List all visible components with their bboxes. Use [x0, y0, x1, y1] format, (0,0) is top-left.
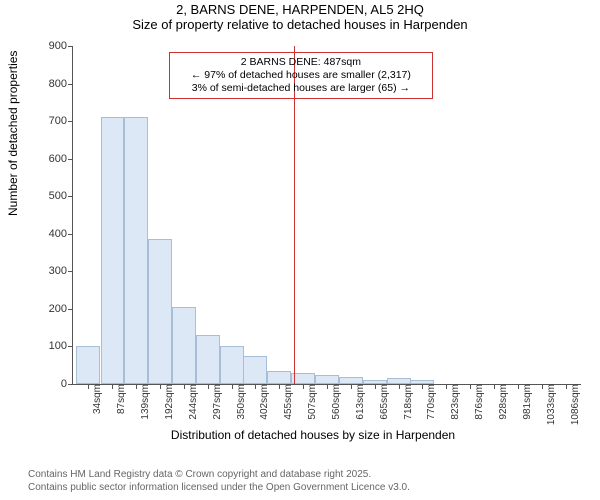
histogram-bar [243, 356, 267, 384]
x-tick-label: 87sqm [112, 384, 127, 414]
histogram-chart: Number of detached properties 0100200300… [42, 46, 584, 426]
y-axis-label: Number of detached properties [6, 51, 20, 216]
x-tick-label: 1033sqm [542, 384, 557, 425]
x-tick-label: 718sqm [399, 384, 414, 420]
histogram-bar [339, 377, 363, 385]
x-tick-label: 192sqm [160, 384, 175, 420]
y-tick [68, 384, 73, 385]
histogram-bar [315, 375, 339, 384]
footer-line-1: Contains HM Land Registry data © Crown c… [28, 469, 410, 482]
annotation-line-2: ← 97% of detached houses are smaller (2,… [176, 69, 426, 82]
x-tick-label: 981sqm [518, 384, 533, 420]
x-tick-label: 34sqm [88, 384, 103, 414]
y-tick [68, 346, 73, 347]
page-title-2: Size of property relative to detached ho… [0, 17, 600, 32]
x-tick-label: 402sqm [255, 384, 270, 420]
x-tick-label: 1086sqm [566, 384, 581, 425]
histogram-bar [124, 117, 148, 384]
x-axis-label: Distribution of detached houses by size … [42, 428, 584, 454]
y-tick [68, 159, 73, 160]
x-tick-label: 823sqm [446, 384, 461, 420]
plot-area: 010020030040050060070080090034sqm87sqm13… [72, 46, 581, 385]
annotation-line-3: 3% of semi-detached houses are larger (6… [176, 82, 426, 95]
x-tick-label: 560sqm [327, 384, 342, 420]
x-tick-label: 244sqm [184, 384, 199, 420]
histogram-bar [148, 239, 172, 384]
annotation-line-1: 2 BARNS DENE: 487sqm [176, 56, 426, 69]
histogram-bar [267, 371, 291, 384]
y-tick [68, 46, 73, 47]
histogram-bar [220, 346, 244, 384]
histogram-bar [172, 307, 196, 384]
page-title-1: 2, BARNS DENE, HARPENDEN, AL5 2HQ [0, 2, 600, 17]
attribution-footer: Contains HM Land Registry data © Crown c… [28, 469, 410, 494]
y-tick [68, 121, 73, 122]
x-tick-label: 613sqm [351, 384, 366, 420]
x-tick-label: 455sqm [279, 384, 294, 420]
x-tick-label: 770sqm [422, 384, 437, 420]
histogram-bar [101, 117, 125, 384]
y-tick [68, 196, 73, 197]
x-tick-label: 139sqm [136, 384, 151, 420]
x-tick-label: 928sqm [494, 384, 509, 420]
x-tick-label: 876sqm [470, 384, 485, 420]
x-tick-label: 297sqm [208, 384, 223, 420]
y-tick [68, 309, 73, 310]
x-tick-label: 665sqm [375, 384, 390, 420]
y-tick [68, 84, 73, 85]
histogram-bar [196, 335, 220, 384]
annotation-box: 2 BARNS DENE: 487sqm← 97% of detached ho… [169, 52, 433, 99]
x-tick-label: 350sqm [232, 384, 247, 420]
y-tick [68, 234, 73, 235]
y-tick [68, 271, 73, 272]
footer-line-2: Contains public sector information licen… [28, 482, 410, 495]
histogram-bar [76, 346, 100, 384]
x-tick-label: 507sqm [303, 384, 318, 420]
